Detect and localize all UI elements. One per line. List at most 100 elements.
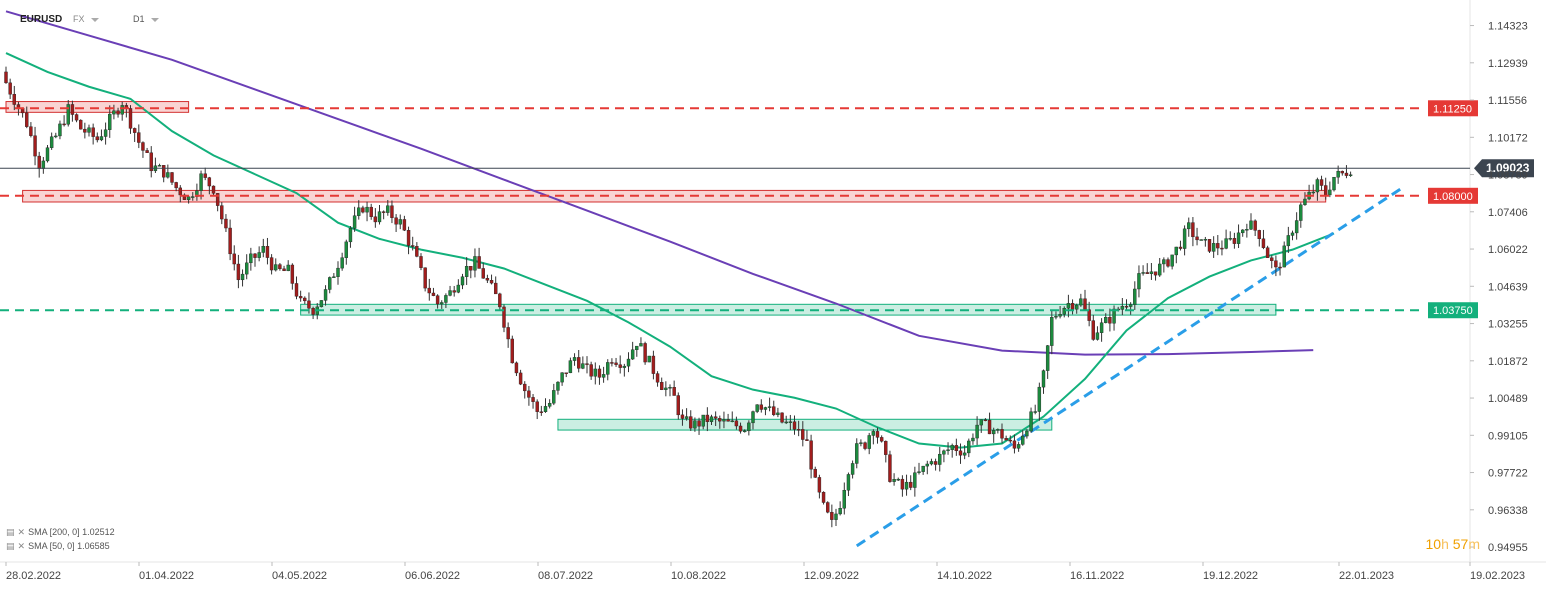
candle-body bbox=[170, 172, 174, 183]
candle-body bbox=[145, 150, 149, 153]
candle-body bbox=[925, 463, 929, 467]
candle-body bbox=[859, 442, 863, 444]
candle-body bbox=[344, 241, 348, 258]
candle-body bbox=[485, 278, 490, 281]
legend-item-sma50[interactable]: ▤ ✕ SMA [50, 0] 1.06585 bbox=[6, 541, 110, 552]
candle-body bbox=[552, 390, 556, 404]
candle-body bbox=[232, 253, 236, 265]
candle-body bbox=[1216, 243, 1220, 249]
candle-body bbox=[423, 267, 427, 289]
candle-body bbox=[738, 425, 743, 432]
candle-body bbox=[377, 211, 382, 223]
candle-body bbox=[116, 110, 120, 115]
settings-icon[interactable]: ▤ bbox=[6, 527, 15, 537]
candle-body bbox=[884, 440, 888, 455]
candle-body bbox=[1041, 370, 1046, 388]
candle-body bbox=[211, 185, 216, 194]
candle-body bbox=[29, 126, 33, 136]
candle-body bbox=[253, 253, 257, 258]
candle-body bbox=[207, 177, 212, 187]
x-tick-label: 10.08.2022 bbox=[671, 570, 726, 582]
candle-body bbox=[622, 365, 627, 368]
settings-icon[interactable]: ▤ bbox=[6, 541, 15, 551]
price-axis: 1.14323 1.12939 1.11556 1.10172 1.08789 1.074… bbox=[1470, 21, 1528, 554]
candle-body bbox=[25, 112, 29, 127]
candle-body bbox=[332, 276, 336, 278]
candle-body bbox=[718, 418, 722, 422]
candle-body bbox=[340, 257, 344, 269]
candle-body bbox=[751, 411, 755, 424]
close-icon[interactable]: ✕ bbox=[17, 541, 26, 551]
candle-body bbox=[369, 206, 373, 217]
candle-body bbox=[1058, 314, 1062, 317]
candle-body bbox=[244, 262, 249, 275]
candle-body bbox=[954, 445, 959, 452]
candle-body bbox=[1070, 303, 1075, 310]
candle-body bbox=[249, 253, 253, 264]
candle-body bbox=[62, 123, 66, 126]
candle-body bbox=[108, 113, 112, 130]
candle-body bbox=[1087, 309, 1091, 321]
level-price-tag bbox=[1428, 302, 1478, 319]
y-tick-label: 1.14323 bbox=[1488, 21, 1528, 33]
candle-body bbox=[54, 135, 58, 138]
moving-averages bbox=[5, 10, 1406, 548]
candle-body bbox=[929, 461, 934, 465]
y-tick-label: 1.08789 bbox=[1488, 170, 1528, 182]
y-tick-label: 0.99105 bbox=[1488, 430, 1528, 442]
candle-body bbox=[240, 273, 245, 281]
candle-body bbox=[755, 404, 759, 412]
market-selector[interactable]: FX bbox=[73, 14, 99, 24]
candle-body bbox=[527, 390, 531, 398]
candle-body bbox=[660, 382, 664, 390]
candle-body bbox=[871, 431, 876, 436]
candle-body bbox=[855, 443, 859, 464]
candle-body bbox=[684, 416, 689, 419]
candlestick-series bbox=[4, 66, 1353, 528]
candle-body bbox=[1108, 317, 1112, 324]
candle-body bbox=[967, 440, 971, 454]
candle-body bbox=[655, 373, 660, 383]
chevron-down-icon bbox=[150, 17, 159, 22]
candle-body bbox=[1145, 272, 1149, 274]
candle-body bbox=[440, 302, 444, 305]
candle-body bbox=[689, 416, 693, 429]
y-tick-label: 1.10172 bbox=[1488, 132, 1528, 144]
candle-body bbox=[290, 264, 295, 284]
candle-body bbox=[962, 452, 967, 456]
candle-body bbox=[199, 173, 203, 191]
candle-body bbox=[215, 193, 220, 206]
x-tick-label: 01.04.2022 bbox=[139, 570, 194, 582]
y-tick-label: 0.97722 bbox=[1488, 468, 1528, 480]
x-tick-label: 04.05.2022 bbox=[272, 570, 327, 582]
candle-body bbox=[1166, 259, 1170, 267]
candle-body bbox=[435, 295, 440, 305]
symbol-label[interactable]: EURUSD bbox=[20, 14, 63, 25]
legend-item-sma200[interactable]: ▤ ✕ SMA [200, 0] 1.02512 bbox=[6, 527, 115, 538]
close-icon[interactable]: ✕ bbox=[17, 527, 26, 537]
candle-body bbox=[257, 252, 261, 258]
candle-body bbox=[402, 219, 407, 231]
timeframe-selector[interactable]: D1 bbox=[133, 14, 159, 24]
candle-body bbox=[759, 404, 763, 410]
candle-body bbox=[58, 123, 62, 137]
legend-value: 1.06585 bbox=[77, 541, 110, 551]
x-tick-label: 12.09.2022 bbox=[804, 570, 859, 582]
candle-body bbox=[298, 296, 303, 299]
candle-body bbox=[531, 397, 535, 402]
candle-body bbox=[477, 256, 481, 269]
candle-body bbox=[224, 218, 228, 229]
candle-body bbox=[464, 266, 469, 277]
y-tick-label: 1.07406 bbox=[1488, 207, 1528, 219]
candle-body bbox=[1008, 439, 1012, 442]
candle-body bbox=[672, 387, 676, 396]
candle-body bbox=[352, 215, 357, 229]
y-tick-label: 1.04639 bbox=[1488, 281, 1528, 293]
candle-body bbox=[431, 292, 436, 296]
candle-body bbox=[203, 173, 207, 178]
candle-body bbox=[357, 207, 361, 216]
candle-body bbox=[220, 205, 224, 220]
candle-body bbox=[1178, 246, 1183, 249]
candle-body bbox=[311, 308, 315, 315]
